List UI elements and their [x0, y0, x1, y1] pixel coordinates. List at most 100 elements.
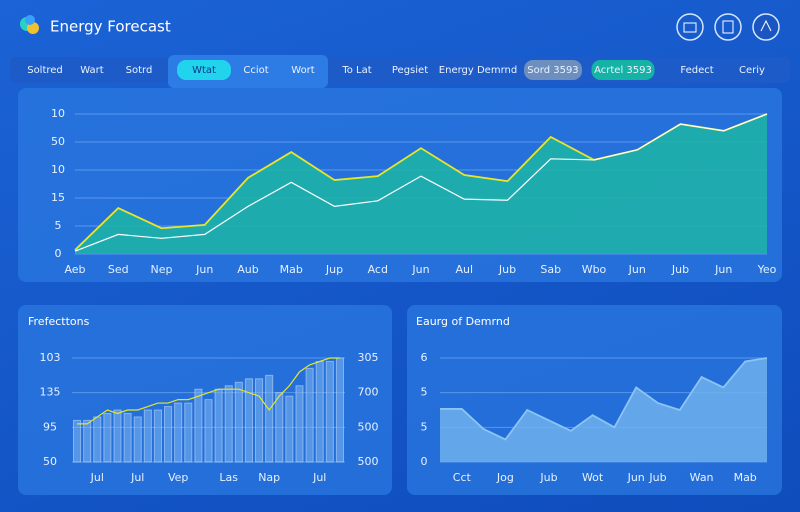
bar: [164, 406, 173, 463]
tab[interactable]: Soltred: [27, 65, 63, 76]
x-tick-label: Wbo: [582, 263, 607, 276]
bar: [153, 409, 162, 463]
x-tick-label: Sab: [540, 263, 561, 276]
tab[interactable]: Fedect: [680, 65, 713, 76]
tab[interactable]: Cciot: [243, 65, 268, 76]
y-tick-label: 10: [51, 163, 65, 176]
bar: [285, 395, 294, 463]
y-tick-label: 5: [55, 219, 62, 232]
bar: [174, 402, 183, 463]
tab-highlight[interactable]: [524, 60, 582, 80]
y-tick-label: 103: [40, 351, 61, 364]
bar: [255, 378, 264, 463]
x-tick-label: Jul: [312, 471, 326, 484]
area: [440, 358, 767, 462]
tab-highlight[interactable]: [177, 60, 231, 80]
y-tick-label: 135: [40, 386, 61, 399]
bar: [214, 388, 223, 463]
bar: [204, 399, 213, 463]
x-tick-label: Jun: [714, 263, 732, 276]
y-tick-label: 0: [55, 247, 62, 260]
y2-tick-label: 500: [358, 420, 379, 433]
y-tick-label: 50: [51, 135, 65, 148]
y2-tick-label: 500: [358, 455, 379, 468]
x-tick-label: Jul: [90, 471, 104, 484]
x-tick-label: Mab: [734, 471, 757, 484]
y-tick-label: 15: [51, 191, 65, 204]
line: [440, 357, 768, 441]
tab[interactable]: Acrtel 3593: [594, 65, 652, 76]
tab[interactable]: Wart: [80, 65, 103, 76]
x-tick-label: Jub: [671, 263, 689, 276]
x-tick-label: Aub: [237, 263, 258, 276]
x-tick-label: Vep: [168, 471, 188, 484]
x-tick-label: Jub: [648, 471, 666, 484]
chart-title: Eaurg of Demrnd: [416, 315, 510, 328]
bar: [265, 374, 274, 463]
area: [75, 114, 767, 254]
x-tick-label: Jul: [130, 471, 144, 484]
tab[interactable]: Ceriy: [739, 65, 765, 76]
bar: [244, 378, 253, 463]
bar: [335, 357, 344, 463]
x-tick-label: Yeo: [757, 263, 777, 276]
logo: [20, 15, 39, 34]
bar: [295, 385, 304, 463]
x-tick-label: Jup: [325, 263, 343, 276]
bar: [305, 367, 314, 463]
icon-button[interactable]: [752, 13, 780, 41]
bar: [315, 360, 324, 463]
tab-highlight[interactable]: [591, 60, 655, 80]
bar: [123, 412, 132, 463]
icon-button[interactable]: [714, 13, 742, 41]
tab[interactable]: To Lat: [341, 65, 371, 76]
line: [77, 357, 340, 425]
tab[interactable]: Energy Demrnd: [439, 65, 517, 76]
x-tick-label: Las: [219, 471, 238, 484]
tab[interactable]: Sord 3593: [527, 65, 578, 76]
x-tick-label: Jub: [498, 263, 516, 276]
x-tick-label: Wot: [582, 471, 604, 484]
bar: [133, 416, 142, 463]
bar: [325, 360, 334, 463]
bar: [184, 402, 193, 463]
x-tick-label: Jun: [195, 263, 213, 276]
icon-button[interactable]: [676, 13, 704, 41]
bar: [224, 385, 233, 463]
y-tick-label: 6: [421, 351, 428, 364]
y2-tick-label: 305: [358, 351, 379, 364]
y-tick-label: 0: [421, 455, 428, 468]
x-tick-label: Aeb: [64, 263, 85, 276]
bar: [113, 409, 122, 463]
x-tick-label: Acd: [368, 263, 388, 276]
y-tick-label: 5: [421, 420, 428, 433]
x-tick-label: Jun: [627, 471, 645, 484]
y-tick-label: 10: [51, 107, 65, 120]
bar: [73, 419, 82, 463]
x-tick-label: Jub: [539, 471, 557, 484]
y-tick-label: 95: [43, 420, 57, 433]
tab[interactable]: Sotrd: [126, 65, 153, 76]
y-tick-label: 50: [43, 455, 57, 468]
x-tick-label: Sed: [108, 263, 129, 276]
bar: [143, 409, 152, 463]
tab[interactable]: Pegsiet: [392, 65, 428, 76]
bar: [275, 392, 284, 463]
x-tick-label: Mab: [280, 263, 303, 276]
x-tick-label: Jun: [628, 263, 646, 276]
y2-tick-label: 700: [358, 386, 379, 399]
tab[interactable]: Wtat: [192, 65, 216, 76]
bar: [93, 416, 102, 463]
x-tick-label: Jun: [411, 263, 429, 276]
tab[interactable]: Wort: [291, 65, 315, 76]
x-tick-label: Aul: [455, 263, 473, 276]
x-tick-label: Nap: [258, 471, 280, 484]
y-tick-label: 5: [421, 386, 428, 399]
bar: [234, 381, 243, 463]
bar: [194, 388, 203, 463]
app-title: Energy Forecast: [50, 18, 171, 36]
bar: [83, 419, 92, 463]
x-tick-label: Wan: [690, 471, 714, 484]
